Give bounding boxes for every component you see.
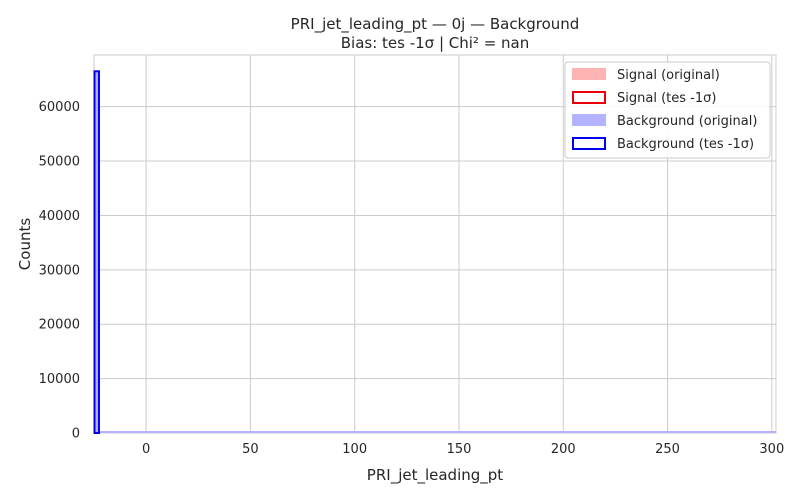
y-tick-label: 50000 xyxy=(39,155,80,170)
x-axis-label: PRI_jet_leading_pt xyxy=(367,466,503,485)
y-tick-label: 0 xyxy=(72,427,80,442)
bar-2-0 xyxy=(94,71,100,434)
y-tick-labels: 0 10000 20000 30000 40000 50000 60000 xyxy=(39,100,80,441)
chart-subtitle: Bias: tes -1σ | Chi² = nan xyxy=(341,34,530,52)
legend-swatch xyxy=(572,114,606,126)
y-tick-label: 40000 xyxy=(39,209,80,224)
legend-swatch xyxy=(572,137,606,150)
legend-label: Background (tes -1σ) xyxy=(617,137,754,152)
x-tick-label: 150 xyxy=(447,442,472,457)
chart-title: PRI_jet_leading_pt — 0j — Background xyxy=(291,15,580,34)
x-tick-label: 300 xyxy=(759,442,784,457)
legend-swatch xyxy=(572,91,606,104)
x-tick-label: 200 xyxy=(551,442,576,457)
y-axis-label: Counts xyxy=(16,218,34,271)
y-tick-label: 20000 xyxy=(39,318,80,333)
y-tick-label: 10000 xyxy=(39,372,80,387)
legend-label: Background (original) xyxy=(617,114,757,129)
x-tick-label: 100 xyxy=(342,442,367,457)
grid-lines xyxy=(94,55,776,434)
y-tick-label: 60000 xyxy=(39,100,80,115)
legend-box xyxy=(564,61,771,159)
x-tick-labels: 0 50 100 150 200 250 300 xyxy=(142,442,784,457)
step-3-0 xyxy=(93,70,100,434)
legend: Signal (original) Signal (tes -1σ) Backgro… xyxy=(564,61,771,159)
x-tick-label: 50 xyxy=(242,442,259,457)
legend-label: Signal (original) xyxy=(617,68,720,83)
y-tick-label: 30000 xyxy=(39,263,80,278)
x-tick-label: 0 xyxy=(142,442,150,457)
legend-swatch xyxy=(572,68,606,80)
x-tick-label: 250 xyxy=(655,442,680,457)
legend-label: Signal (tes -1σ) xyxy=(617,91,716,106)
bars xyxy=(93,70,776,434)
